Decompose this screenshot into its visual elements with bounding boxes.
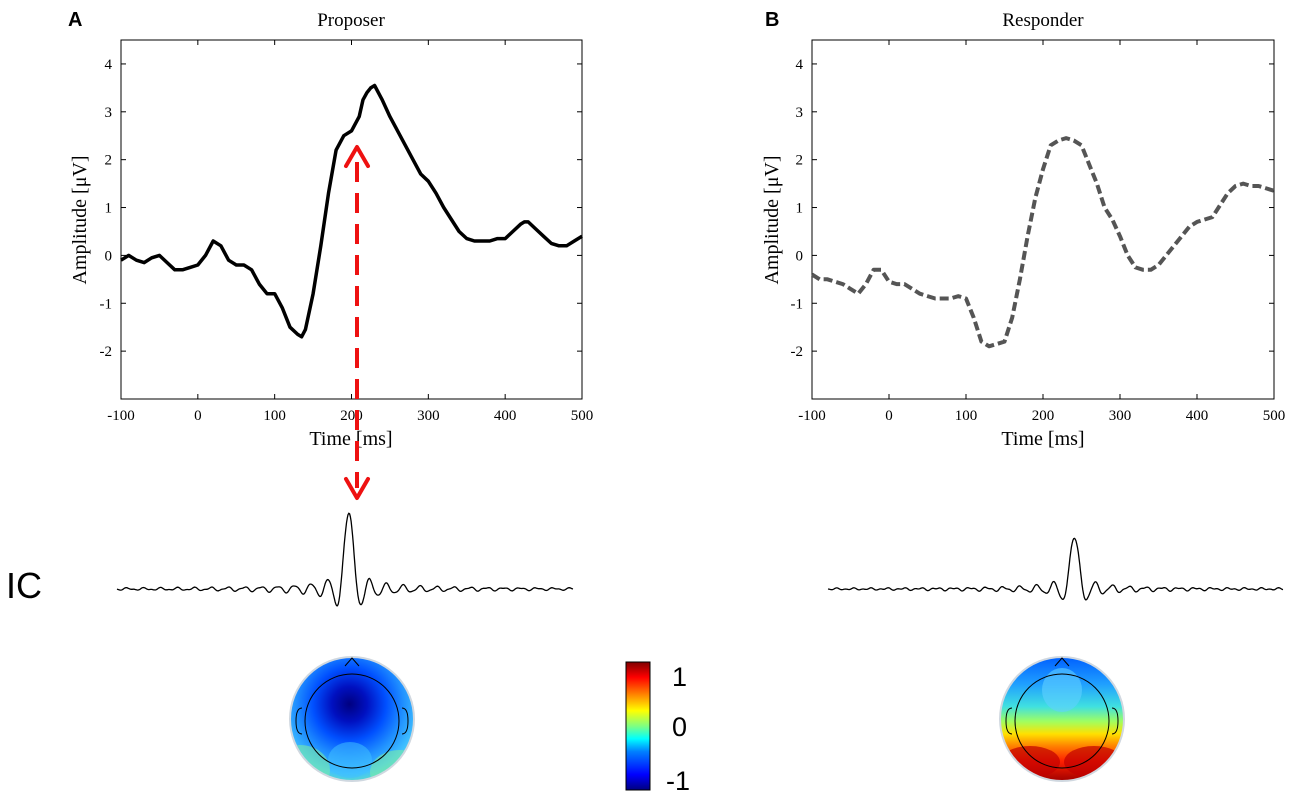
x-tick-label-proposer: -100 bbox=[107, 408, 135, 424]
colorbar-gradient bbox=[625, 661, 651, 791]
colorbar-tick-min: -1 bbox=[666, 766, 690, 796]
y-tick-label-responder: 4 bbox=[796, 57, 804, 73]
x-ticks-responder: -100 0 100 200 300 400 500 bbox=[798, 40, 1285, 424]
colorbar: 1 0 -1 bbox=[625, 661, 690, 796]
x-tick-label-proposer: 500 bbox=[571, 408, 594, 424]
x-tick-label-responder: 200 bbox=[1032, 408, 1055, 424]
x-axis-label-proposer: Time [ms] bbox=[309, 428, 392, 450]
ic-waveform-proposer bbox=[116, 512, 574, 607]
x-tick-label-responder: 400 bbox=[1186, 408, 1209, 424]
y-axis-label-responder: Amplitude [μV] bbox=[761, 155, 783, 284]
ic-label: IC bbox=[6, 565, 42, 606]
x-tick-label-proposer: 200 bbox=[340, 408, 363, 424]
x-tick-label-proposer: 100 bbox=[263, 408, 286, 424]
y-ticks-proposer: -2 -1 0 1 2 3 4 bbox=[100, 57, 582, 360]
x-ticks-proposer: -100 0 100 200 300 400 500 bbox=[107, 40, 593, 424]
y-tick-label-responder: 2 bbox=[796, 153, 804, 169]
x-tick-label-proposer: 400 bbox=[494, 408, 517, 424]
y-tick-label-proposer: 0 bbox=[105, 248, 113, 264]
y-tick-label-responder: -2 bbox=[791, 344, 804, 360]
y-tick-label-proposer: 3 bbox=[105, 105, 113, 121]
x-tick-label-responder: 100 bbox=[955, 408, 978, 424]
axes-frame-proposer bbox=[120, 39, 583, 400]
x-tick-label-responder: 0 bbox=[885, 408, 893, 424]
ic-waveform-responder bbox=[827, 537, 1284, 601]
x-tick-label-responder: 500 bbox=[1263, 408, 1286, 424]
x-tick-label-responder: -100 bbox=[798, 408, 826, 424]
x-tick-label-responder: 300 bbox=[1109, 408, 1132, 424]
annotation-arrow bbox=[344, 145, 370, 500]
y-tick-label-responder: 0 bbox=[796, 248, 804, 264]
y-tick-label-responder: 3 bbox=[796, 105, 804, 121]
y-tick-label-responder: 1 bbox=[796, 201, 804, 217]
y-tick-label-proposer: -2 bbox=[100, 344, 113, 360]
chart-title-proposer: Proposer bbox=[317, 10, 385, 31]
panel-label-b: B bbox=[765, 9, 779, 31]
y-tick-label-proposer: -1 bbox=[100, 296, 113, 312]
y-tick-label-proposer: 1 bbox=[105, 201, 113, 217]
topomap-responder bbox=[999, 656, 1125, 782]
series-line-proposer bbox=[120, 83, 583, 339]
colorbar-tick-max: 1 bbox=[672, 662, 687, 692]
y-tick-label-proposer: 4 bbox=[105, 57, 113, 73]
chart-title-responder: Responder bbox=[1002, 10, 1084, 31]
x-tick-label-proposer: 300 bbox=[417, 408, 440, 424]
colorbar-tick-zero: 0 bbox=[672, 712, 687, 742]
chart-responder: Responder -2 -1 0 1 2 3 4 -100 0 100 200 300 400 500… bbox=[761, 10, 1285, 450]
series-line-responder bbox=[810, 136, 1275, 349]
y-tick-label-responder: -1 bbox=[791, 296, 804, 312]
panel-label-a: A bbox=[68, 9, 82, 31]
y-tick-label-proposer: 2 bbox=[105, 153, 113, 169]
topomap-proposer bbox=[289, 656, 415, 782]
x-tick-label-proposer: 0 bbox=[194, 408, 202, 424]
y-ticks-responder: -2 -1 0 1 2 3 4 bbox=[791, 57, 1274, 360]
y-axis-label-proposer: Amplitude [μV] bbox=[69, 155, 91, 284]
x-axis-label-responder: Time [ms] bbox=[1001, 428, 1084, 450]
